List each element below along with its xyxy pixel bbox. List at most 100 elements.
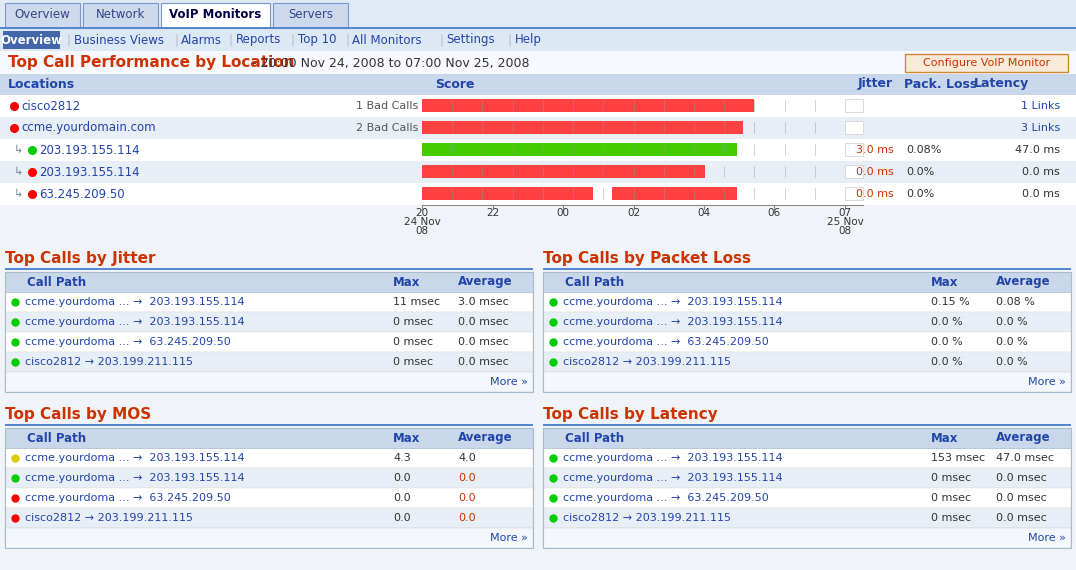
Bar bbox=[5, 3, 80, 28]
Text: cisco2812 → 203.199.211.115: cisco2812 → 203.199.211.115 bbox=[25, 513, 193, 523]
Text: |: | bbox=[508, 34, 511, 47]
Text: Call Path: Call Path bbox=[565, 431, 624, 445]
Bar bbox=[161, 3, 270, 28]
Bar bbox=[5, 424, 533, 425]
Text: 0.0 msec: 0.0 msec bbox=[996, 493, 1047, 503]
Text: cisco2812: cisco2812 bbox=[22, 100, 81, 112]
Text: 06: 06 bbox=[768, 208, 781, 218]
Text: ccme.yourdoma ... →  63.245.209.50: ccme.yourdoma ... → 63.245.209.50 bbox=[25, 337, 230, 347]
Bar bbox=[5, 508, 533, 528]
Text: cisco2812 → 203.199.211.115: cisco2812 → 203.199.211.115 bbox=[563, 513, 731, 523]
Text: 0.0 %: 0.0 % bbox=[931, 337, 963, 347]
Text: Top Call Performance by Location: Top Call Performance by Location bbox=[8, 55, 295, 71]
Text: 203.193.155.114: 203.193.155.114 bbox=[39, 144, 140, 157]
Bar bbox=[5, 272, 533, 292]
Text: Servers: Servers bbox=[288, 9, 332, 22]
Bar bbox=[5, 528, 533, 548]
Text: 203.193.155.114: 203.193.155.114 bbox=[39, 165, 140, 178]
Text: Average: Average bbox=[458, 431, 512, 445]
Text: 0.0 msec: 0.0 msec bbox=[996, 473, 1047, 483]
Text: 2 Bad Calls: 2 Bad Calls bbox=[356, 123, 417, 133]
Text: 3.0 msec: 3.0 msec bbox=[458, 297, 509, 307]
Text: 0 msec: 0 msec bbox=[931, 513, 972, 523]
Text: cisco2812 → 203.199.211.115: cisco2812 → 203.199.211.115 bbox=[25, 357, 193, 367]
Bar bbox=[845, 99, 863, 112]
Bar bbox=[543, 508, 1071, 528]
Bar bbox=[543, 424, 1071, 425]
Text: Average: Average bbox=[996, 431, 1050, 445]
Text: Average: Average bbox=[458, 275, 512, 288]
Text: ↳: ↳ bbox=[14, 145, 24, 155]
Bar bbox=[0, 161, 1076, 183]
Bar bbox=[543, 528, 1071, 548]
Text: 0.0 msec: 0.0 msec bbox=[996, 513, 1047, 523]
Text: 20: 20 bbox=[415, 208, 428, 218]
Text: Overview: Overview bbox=[15, 9, 70, 22]
Bar bbox=[845, 187, 863, 200]
Text: 02: 02 bbox=[627, 208, 640, 218]
Bar bbox=[543, 372, 1071, 392]
Text: ccme.yourdoma ... →  63.245.209.50: ccme.yourdoma ... → 63.245.209.50 bbox=[563, 493, 768, 503]
Text: VoIP Monitors: VoIP Monitors bbox=[169, 9, 261, 22]
Text: 0.0%: 0.0% bbox=[906, 189, 934, 199]
Text: Max: Max bbox=[393, 275, 421, 288]
Text: |: | bbox=[439, 34, 443, 47]
Bar bbox=[5, 448, 533, 468]
Bar bbox=[5, 272, 533, 392]
Bar bbox=[0, 29, 1076, 51]
Text: 24 Nov: 24 Nov bbox=[404, 217, 440, 227]
Text: 0.0 ms: 0.0 ms bbox=[1022, 189, 1060, 199]
Bar bbox=[5, 428, 533, 548]
Text: 0.0 %: 0.0 % bbox=[996, 357, 1028, 367]
Bar bbox=[845, 165, 863, 178]
Bar bbox=[543, 428, 1071, 548]
Bar bbox=[422, 143, 737, 156]
Text: More »: More » bbox=[1029, 377, 1066, 387]
Bar bbox=[0, 183, 1076, 205]
Text: ccme.yourdoma ... →  203.193.155.114: ccme.yourdoma ... → 203.193.155.114 bbox=[25, 297, 244, 307]
Text: All Monitors: All Monitors bbox=[353, 34, 422, 47]
Text: Max: Max bbox=[931, 275, 959, 288]
Text: 08: 08 bbox=[415, 226, 428, 236]
Bar bbox=[5, 292, 533, 312]
Text: 07: 07 bbox=[838, 208, 851, 218]
Text: 3.0 ms: 3.0 ms bbox=[856, 145, 894, 155]
Bar bbox=[543, 272, 1071, 392]
Text: ccme.yourdoma ... →  203.193.155.114: ccme.yourdoma ... → 203.193.155.114 bbox=[563, 297, 782, 307]
Text: Top Calls by Packet Loss: Top Calls by Packet Loss bbox=[543, 251, 751, 267]
Text: More »: More » bbox=[1029, 533, 1066, 543]
Text: More »: More » bbox=[491, 533, 528, 543]
Bar bbox=[543, 428, 1071, 448]
Bar bbox=[0, 95, 1076, 117]
Bar bbox=[0, 51, 1076, 74]
Text: 47.0 msec: 47.0 msec bbox=[996, 453, 1054, 463]
Text: 0.0 %: 0.0 % bbox=[931, 317, 963, 327]
Bar bbox=[845, 121, 863, 134]
Bar bbox=[5, 352, 533, 372]
Text: Top Calls by MOS: Top Calls by MOS bbox=[5, 408, 152, 422]
Text: Configure VoIP Monitor: Configure VoIP Monitor bbox=[923, 58, 1050, 68]
Text: Latency: Latency bbox=[974, 78, 1030, 91]
Text: Help: Help bbox=[514, 34, 541, 47]
Bar bbox=[0, 27, 1076, 29]
Text: ↳: ↳ bbox=[14, 167, 24, 177]
Text: 0.0 %: 0.0 % bbox=[931, 357, 963, 367]
Text: 0.0%: 0.0% bbox=[906, 167, 934, 177]
Text: Call Path: Call Path bbox=[27, 275, 86, 288]
Text: Business Views: Business Views bbox=[74, 34, 164, 47]
Text: 11 msec: 11 msec bbox=[393, 297, 440, 307]
Text: cisco2812 → 203.199.211.115: cisco2812 → 203.199.211.115 bbox=[563, 357, 731, 367]
Text: 0.15 %: 0.15 % bbox=[931, 297, 969, 307]
Text: ccme.yourdomain.com: ccme.yourdomain.com bbox=[22, 121, 156, 135]
Text: Locations: Locations bbox=[8, 78, 75, 91]
Text: 0.0: 0.0 bbox=[393, 473, 411, 483]
Text: 1 Links: 1 Links bbox=[1021, 101, 1060, 111]
Text: |: | bbox=[174, 34, 178, 47]
Bar bbox=[5, 332, 533, 352]
Text: 153 msec: 153 msec bbox=[931, 453, 986, 463]
Text: 0.0 %: 0.0 % bbox=[996, 337, 1028, 347]
Text: Max: Max bbox=[393, 431, 421, 445]
Bar bbox=[905, 54, 1068, 72]
Text: 0.0 ms: 0.0 ms bbox=[856, 189, 894, 199]
Bar bbox=[422, 165, 706, 178]
